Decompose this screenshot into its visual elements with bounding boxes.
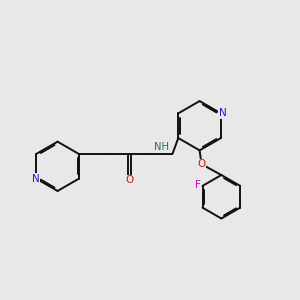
Text: NH: NH [154,142,169,152]
Text: F: F [195,180,201,190]
Text: N: N [32,174,39,184]
Text: O: O [197,159,206,169]
Text: N: N [219,108,227,118]
Text: O: O [125,176,134,185]
